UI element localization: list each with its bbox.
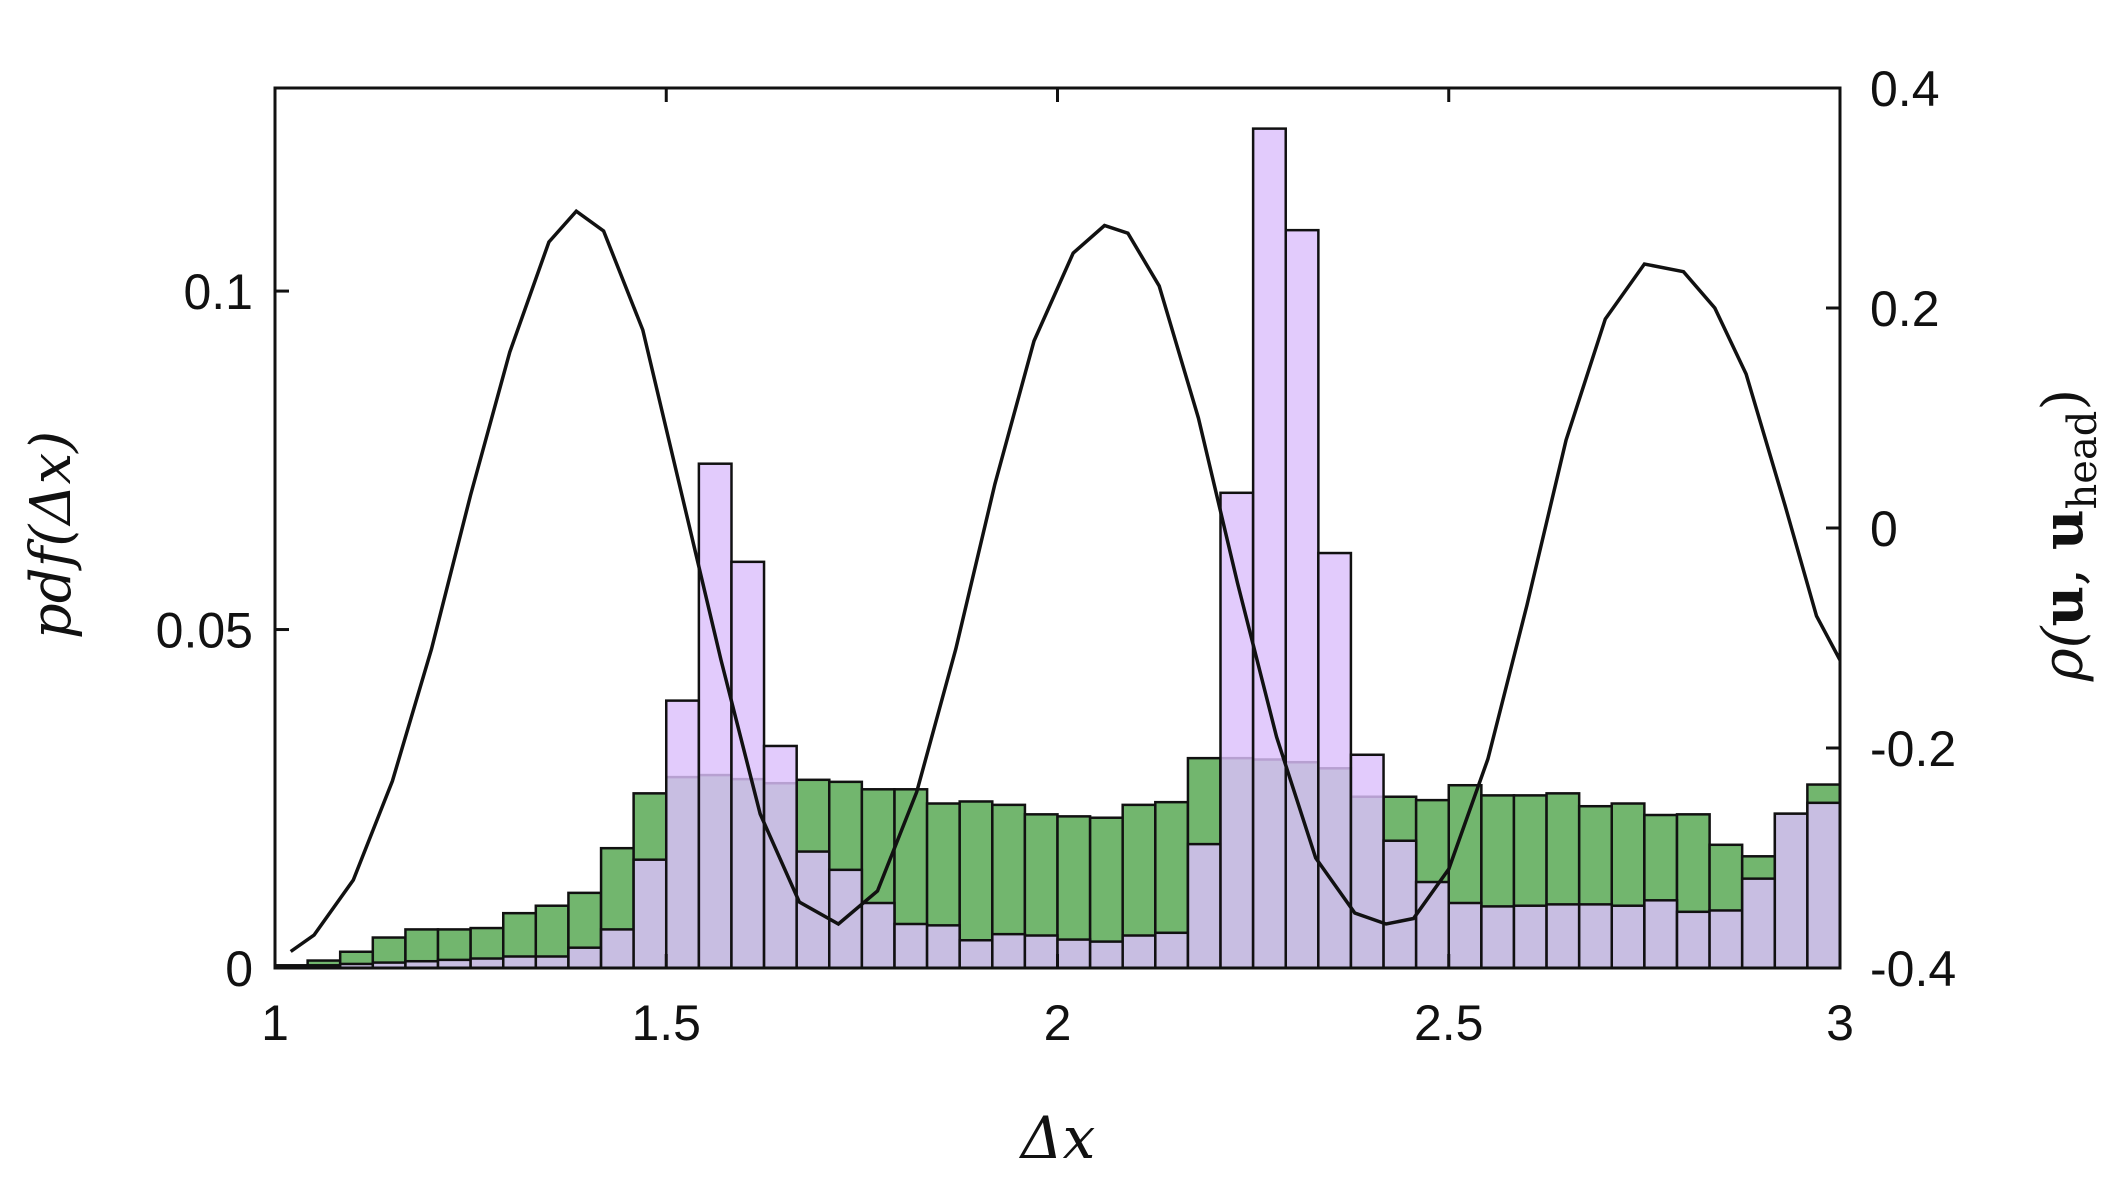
histogram-bar: [925, 924, 961, 970]
histogram-bar: [567, 946, 603, 970]
y2-tick-label: 0.4: [1870, 61, 1940, 117]
y-axis-label: pdf(Δx): [19, 431, 84, 639]
x-tick-label: 1.5: [631, 995, 701, 1051]
histogram-bar: [1186, 842, 1222, 970]
histogram-bar: [1154, 931, 1190, 970]
histogram-bar: [1773, 812, 1809, 970]
histogram-bar: [1088, 940, 1124, 970]
histogram-bar: [893, 922, 929, 970]
correlation-curve: [289, 208, 1842, 953]
y2-tick-label: -0.4: [1870, 941, 1956, 997]
x-axis-label: Δx: [1019, 1104, 1096, 1172]
histogram-bar: [1643, 899, 1679, 970]
histogram-bar: [991, 932, 1027, 970]
histogram-bar: [1317, 551, 1353, 970]
x-tick-label: 1: [261, 995, 289, 1051]
histogram-bar: [599, 928, 635, 970]
y2-tick-label: 0: [1870, 501, 1898, 557]
histogram-bar: [632, 858, 668, 970]
y2-tick-label: 0.2: [1870, 281, 1940, 337]
histogram-bar: [1251, 127, 1287, 970]
histogram-bar: [958, 938, 994, 970]
histogram-bar: [1610, 904, 1646, 970]
histogram-bar: [1056, 938, 1092, 970]
right-y-axis: 0.4 0.2 0 -0.2 -0.4: [1826, 61, 1956, 997]
histogram-bar: [1121, 934, 1157, 970]
y2-tick-label: -0.2: [1870, 721, 1956, 777]
y-tick-label: 0.1: [183, 264, 253, 320]
histogram-bar: [860, 901, 896, 970]
x-axis: 1 1.5 2 2.5 3: [261, 88, 1854, 1051]
x-tick-label: 3: [1826, 995, 1854, 1051]
x-tick-label: 2: [1044, 995, 1072, 1051]
histogram-bar: [1349, 753, 1385, 970]
histogram-bar: [1284, 228, 1320, 970]
histogram-bar: [1708, 909, 1744, 970]
histogram-bar: [502, 955, 538, 970]
histogram-bar: [1480, 905, 1516, 970]
y2-axis-label: ρ(u, uhead): [2030, 389, 2102, 683]
histogram-bar: [1447, 901, 1483, 970]
histogram-bar: [1806, 801, 1842, 970]
histogram-bar: [1382, 839, 1418, 970]
histogram-bar: [1512, 904, 1548, 970]
histogram-bar: [1023, 934, 1059, 970]
y-tick-label: 0: [225, 941, 253, 997]
histogram-bar: [1675, 910, 1711, 970]
y-tick-label: 0.05: [156, 603, 253, 659]
x-tick-label: 2.5: [1414, 995, 1484, 1051]
histogram-bar: [665, 699, 701, 970]
histogram-bar: [1545, 903, 1581, 970]
histogram-bar: [697, 462, 733, 970]
histogram-bar: [1740, 877, 1777, 970]
histogram-bar: [534, 955, 570, 970]
histogram-bar: [1577, 903, 1614, 970]
left-y-axis: 0 0.05 0.1: [156, 264, 289, 997]
histogram-bar: [1219, 491, 1255, 970]
